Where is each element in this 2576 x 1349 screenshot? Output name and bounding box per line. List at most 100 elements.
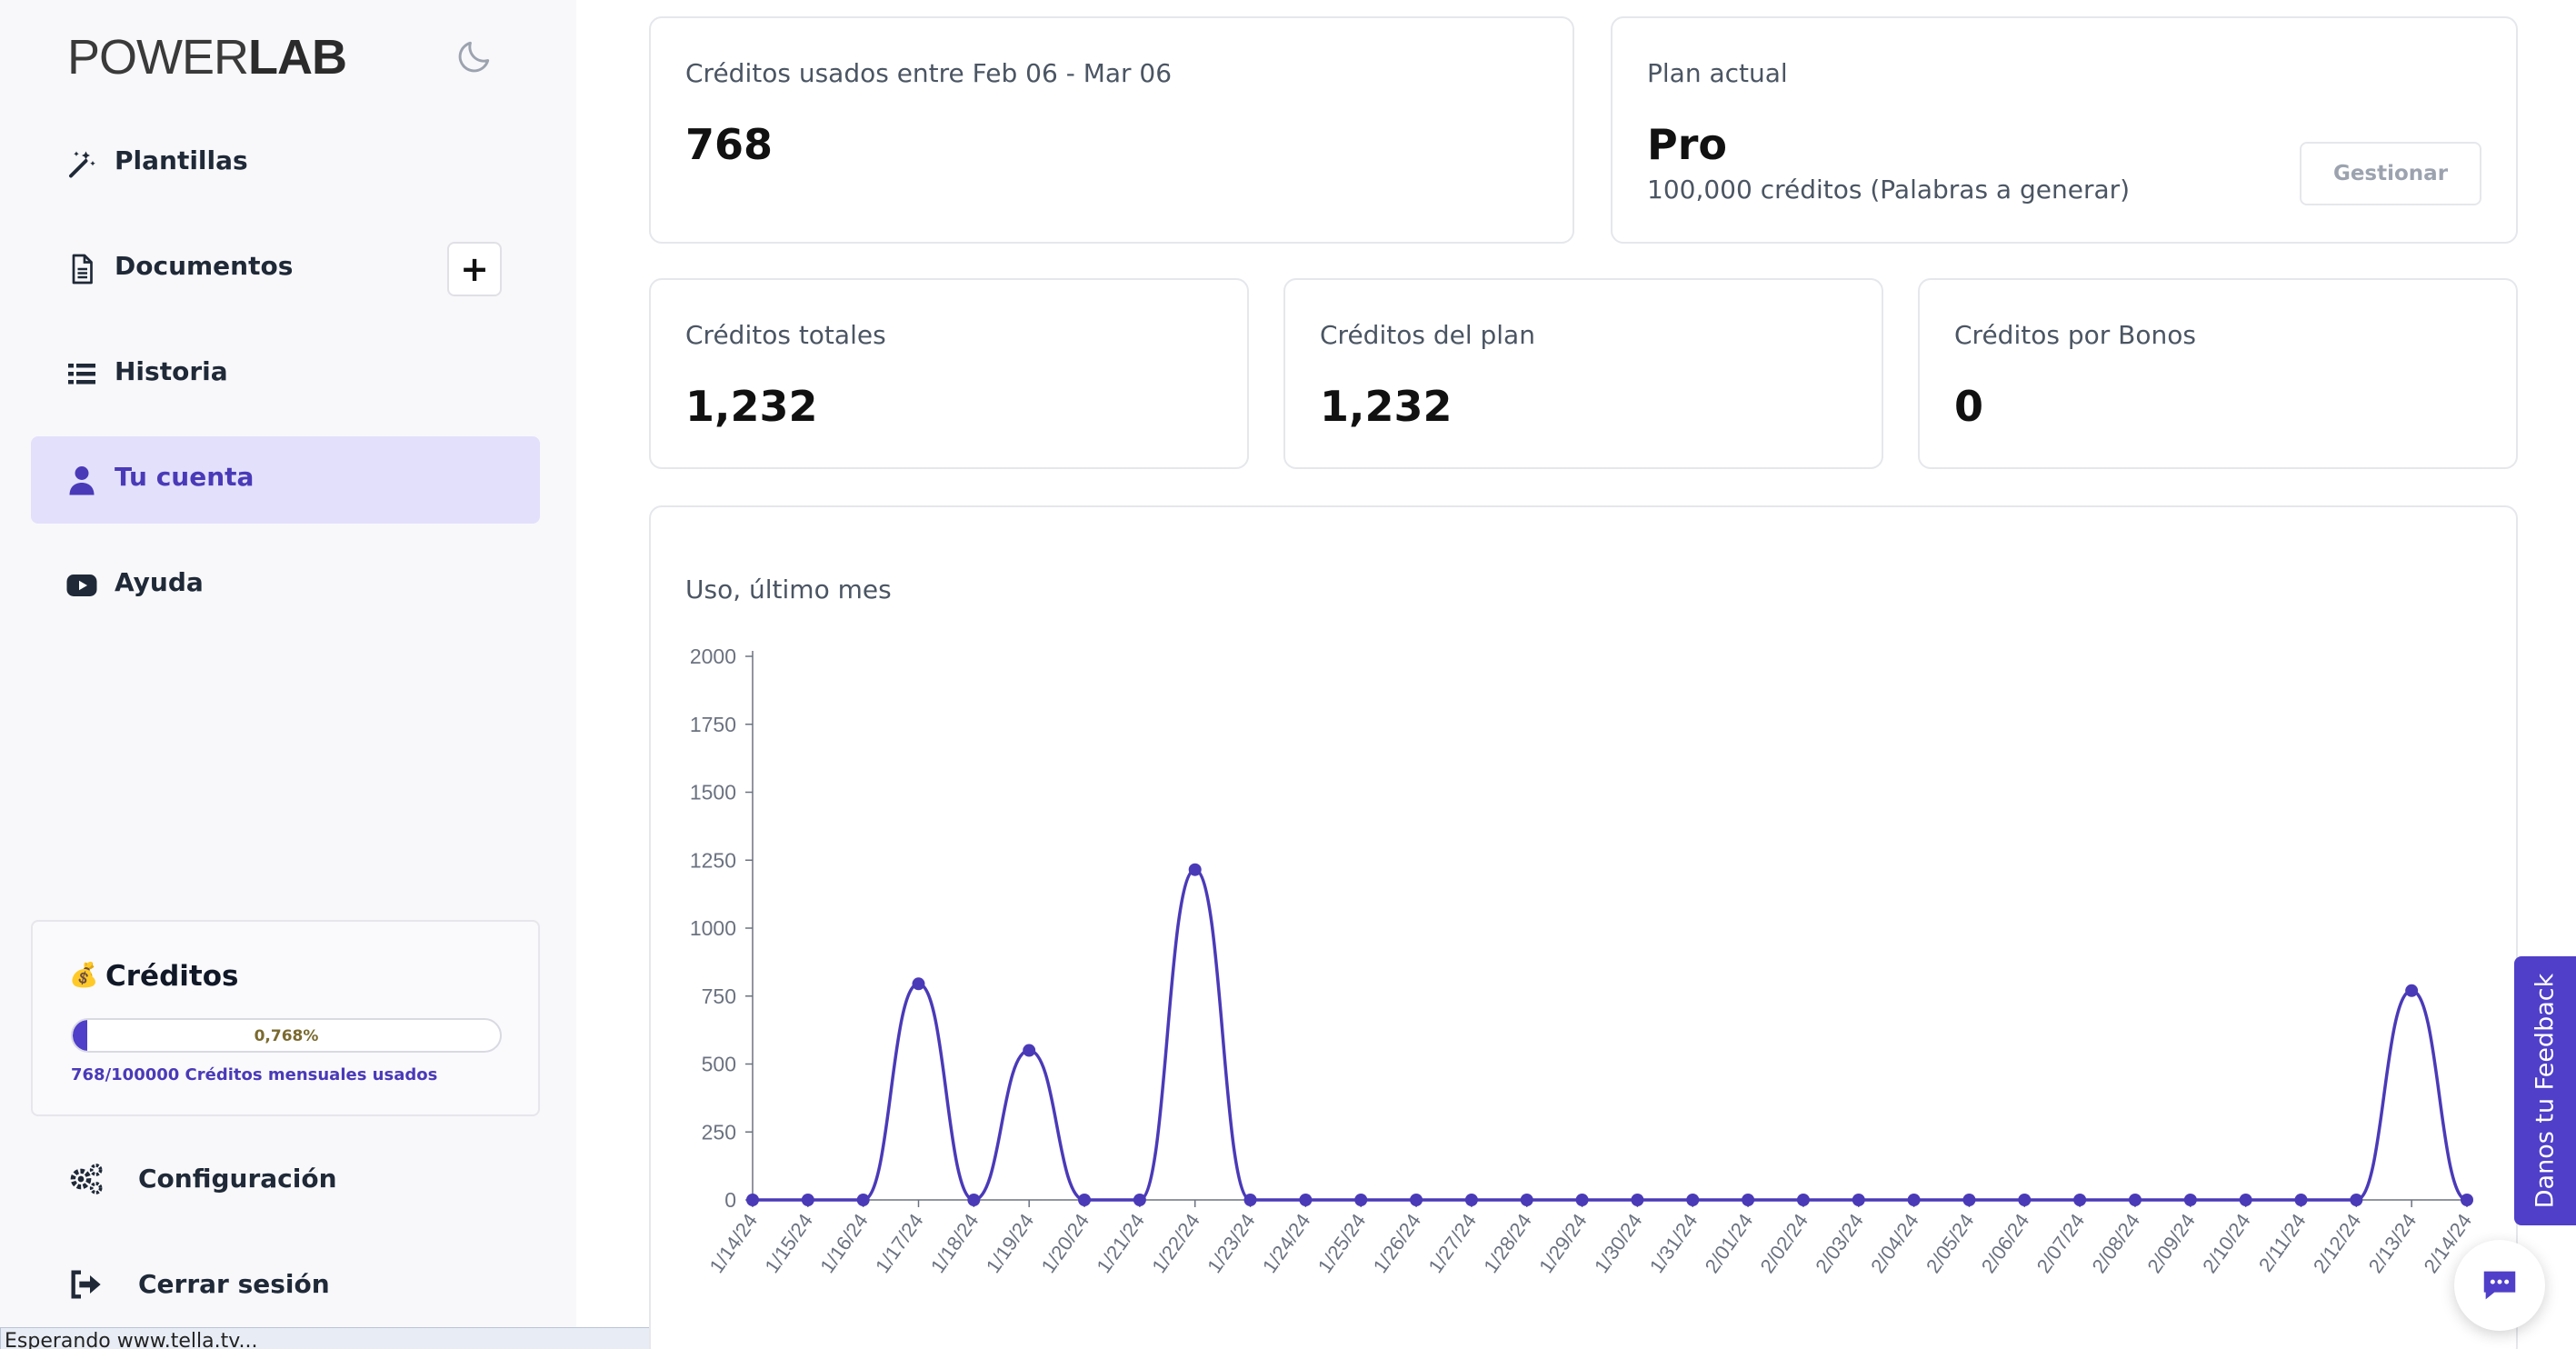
data-point: [1299, 1194, 1313, 1206]
card-title: Créditos totales: [685, 320, 886, 350]
x-tick-label: 2/02/24: [1755, 1210, 1812, 1277]
plan-credits-card: Créditos del plan 1,232: [1283, 278, 1883, 469]
y-tick-label: 500: [702, 1053, 736, 1076]
sidebar-item-documentos[interactable]: Documentos: [31, 225, 540, 313]
usage-chart: 0250500750100012501500175020001/14/241/1…: [690, 645, 2476, 1277]
sidebar-item-historia[interactable]: Historia: [31, 331, 540, 418]
sign-out-icon: [71, 1270, 101, 1299]
data-point: [1354, 1194, 1368, 1206]
feedback-tab[interactable]: Danos tu Feedback: [2514, 956, 2576, 1225]
y-tick-label: 750: [702, 984, 736, 1008]
data-point: [1575, 1194, 1589, 1206]
data-point: [1410, 1194, 1423, 1206]
sidebar-item-plantillas[interactable]: Plantillas: [31, 120, 540, 207]
current-plan-card: Plan actual Pro 100,000 créditos (Palabr…: [1611, 16, 2518, 244]
sidebar-item-label: Tu cuenta: [115, 462, 255, 492]
card-value: 768: [685, 120, 774, 169]
card-title: Plan actual: [1647, 58, 1788, 88]
x-tick-label: 1/25/24: [1313, 1210, 1371, 1277]
data-point: [2294, 1194, 2308, 1206]
x-tick-label: 1/15/24: [760, 1210, 817, 1277]
sidebar-item-label: Plantillas: [115, 145, 248, 175]
credits-progress-bar: 0,768%: [71, 1018, 502, 1053]
chart-title: Uso, último mes: [685, 575, 892, 605]
credits-progress-fill: [73, 1020, 88, 1051]
x-tick-label: 2/01/24: [1701, 1210, 1758, 1277]
y-tick-label: 2000: [690, 645, 736, 668]
data-point: [1520, 1194, 1533, 1206]
cerrar-sesion-link[interactable]: Cerrar sesión: [67, 1262, 330, 1307]
data-point: [856, 1194, 870, 1206]
gears-icon: [70, 1164, 103, 1194]
data-point: [1962, 1194, 1976, 1206]
y-tick-label: 1000: [690, 916, 736, 940]
plan-name: Pro: [1647, 120, 1728, 169]
data-point: [2073, 1194, 2087, 1206]
data-point: [1188, 863, 1202, 876]
x-tick-label: 1/27/24: [1423, 1210, 1481, 1277]
x-tick-label: 1/14/24: [705, 1210, 763, 1277]
logo-part-2: LAB: [248, 30, 347, 85]
logo-part-1: POWER: [67, 30, 249, 85]
list-icon: [68, 364, 95, 385]
data-point: [1464, 1194, 1478, 1206]
data-point: [1133, 1194, 1146, 1206]
logo[interactable]: POWERLAB: [67, 30, 347, 85]
card-title: Créditos del plan: [1320, 320, 1535, 350]
x-tick-label: 1/30/24: [1590, 1210, 1647, 1277]
data-point: [2405, 984, 2419, 997]
x-tick-label: 1/23/24: [1203, 1210, 1260, 1277]
cerrar-sesion-label: Cerrar sesión: [138, 1269, 330, 1299]
x-tick-label: 2/05/24: [1922, 1210, 1979, 1277]
x-tick-label: 1/26/24: [1369, 1210, 1426, 1277]
add-document-button[interactable]: +: [447, 242, 502, 296]
moon-icon[interactable]: [454, 36, 494, 76]
x-tick-label: 1/20/24: [1037, 1210, 1094, 1277]
y-tick-label: 1500: [690, 781, 736, 804]
data-point: [2128, 1194, 2142, 1206]
data-point: [1796, 1194, 1810, 1206]
sidebar-item-label: Ayuda: [115, 567, 204, 597]
x-tick-label: 1/22/24: [1147, 1210, 1204, 1277]
total-credits-card: Créditos totales 1,232: [649, 278, 1249, 469]
data-point: [1686, 1194, 1700, 1206]
data-point: [2018, 1194, 2032, 1206]
data-point: [1078, 1194, 1092, 1206]
credits-used-text: 768/100000 Créditos mensuales usados: [71, 1065, 438, 1084]
data-point: [2239, 1194, 2252, 1206]
data-point: [2461, 1194, 2473, 1206]
magic-wand-icon: [69, 151, 95, 178]
y-tick-label: 0: [724, 1188, 736, 1212]
x-tick-label: 2/08/24: [2087, 1210, 2144, 1277]
feedback-label: Danos tu Feedback: [2531, 973, 2560, 1209]
x-tick-label: 2/13/24: [2364, 1210, 2421, 1277]
x-tick-label: 1/17/24: [871, 1210, 928, 1277]
data-point: [1631, 1194, 1644, 1206]
x-tick-label: 1/21/24: [1092, 1210, 1149, 1277]
chat-icon: [2483, 1271, 2516, 1300]
configuracion-link[interactable]: Configuración: [67, 1156, 337, 1202]
x-tick-label: 1/16/24: [815, 1210, 873, 1277]
x-tick-label: 1/28/24: [1479, 1210, 1536, 1277]
youtube-icon: [66, 575, 97, 596]
data-point: [967, 1194, 981, 1206]
x-tick-label: 1/31/24: [1645, 1210, 1702, 1277]
data-point: [1023, 1044, 1036, 1057]
bonus-credits-card: Créditos por Bonos 0: [1918, 278, 2518, 469]
credits-used-card: Créditos usados entre Feb 06 - Mar 06 76…: [649, 16, 1574, 244]
sidebar-item-tu-cuenta[interactable]: Tu cuenta: [31, 436, 540, 524]
x-tick-label: 2/06/24: [1977, 1210, 2034, 1277]
sidebar-item-label: Historia: [115, 356, 228, 386]
data-point: [2350, 1194, 2363, 1206]
sidebar-item-ayuda[interactable]: Ayuda: [31, 542, 540, 629]
y-tick-label: 1750: [690, 713, 736, 736]
card-value: 1,232: [685, 382, 818, 431]
series-line: [753, 867, 2468, 1202]
card-value: 1,232: [1320, 382, 1453, 431]
data-point: [912, 977, 925, 991]
data-point: [1742, 1194, 1755, 1206]
manage-plan-button[interactable]: Gestionar: [2300, 142, 2481, 205]
x-tick-label: 1/18/24: [926, 1210, 983, 1277]
chat-button[interactable]: [2454, 1240, 2545, 1331]
sidebar-item-label: Documentos: [115, 251, 294, 281]
